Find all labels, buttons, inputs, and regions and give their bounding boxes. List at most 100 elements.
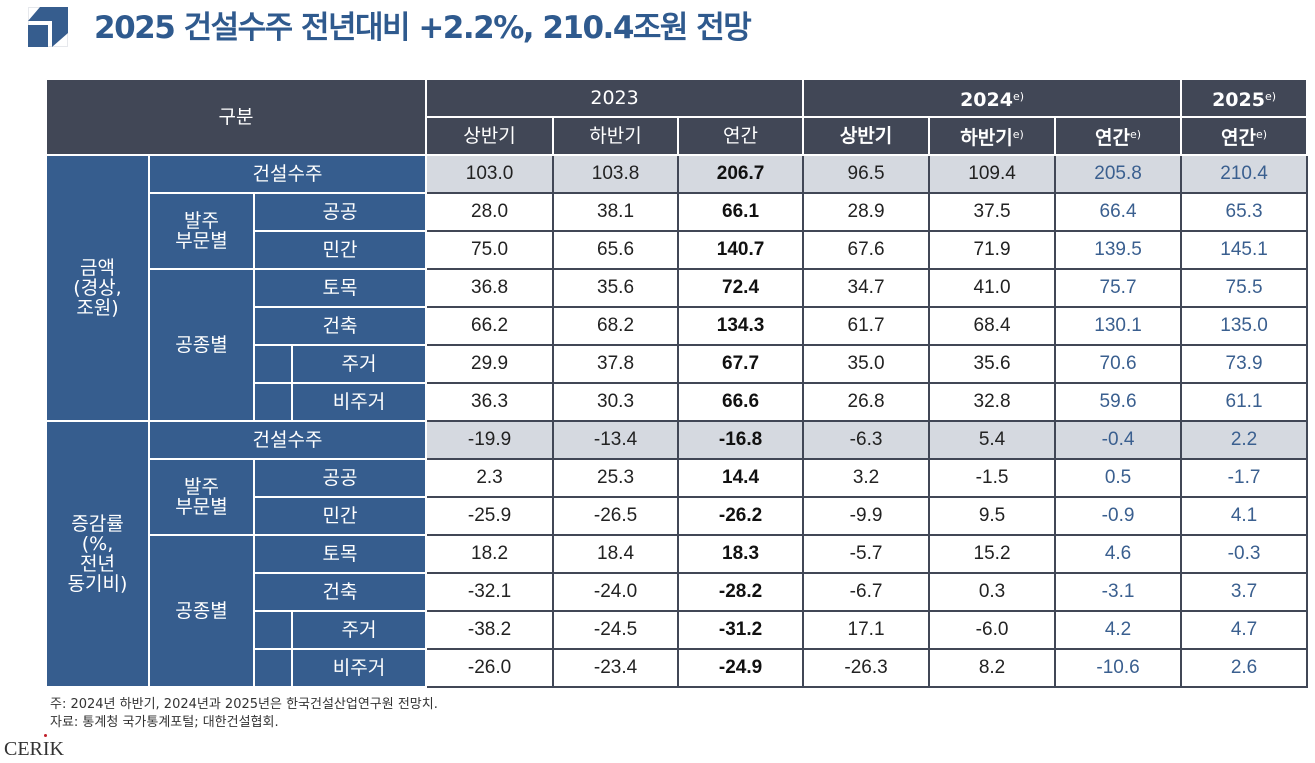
footnote-note: 주: 2024년 하반기, 2024년과 2025년은 한국건설산업연구원 전망… xyxy=(50,697,438,712)
value-cell: 3.7 xyxy=(1180,573,1309,612)
section-label: 증감률 (%, 전년 동기비) xyxy=(45,420,150,688)
table-row: 주거 29.9 37.8 67.7 35.0 35.6 70.6 73.9 xyxy=(46,344,1309,384)
value-cell: -32.1 xyxy=(425,573,555,612)
value-cell: 75.7 xyxy=(1054,269,1183,308)
value-cell: -38.2 xyxy=(425,611,555,650)
row-label: 건설수주 xyxy=(147,420,428,460)
value-cell: 103.0 xyxy=(425,155,555,194)
value-cell: 30.3 xyxy=(552,383,680,422)
header-year-2023: 2023 xyxy=(425,78,805,118)
table-row: 공종별 토목 36.8 35.6 72.4 34.7 41.0 75.7 75.5 xyxy=(46,268,1309,422)
value-cell: 205.8 xyxy=(1054,155,1183,194)
value-cell: 68.2 xyxy=(552,307,680,346)
indent-cell xyxy=(253,382,293,422)
value-cell: 72.4 xyxy=(677,269,805,308)
value-cell: 28.0 xyxy=(425,193,555,232)
value-cell: 4.6 xyxy=(1054,535,1183,574)
value-cell: 4.7 xyxy=(1180,611,1309,650)
value-cell: 61.1 xyxy=(1180,383,1309,422)
value-cell: -13.4 xyxy=(552,421,680,460)
value-cell: -5.7 xyxy=(802,535,931,574)
value-cell: 3.2 xyxy=(802,459,931,498)
value-cell: 134.3 xyxy=(677,307,805,346)
value-cell: 2.2 xyxy=(1180,421,1309,460)
value-cell: 8.2 xyxy=(928,649,1057,688)
value-cell: 145.1 xyxy=(1180,231,1309,270)
value-cell: 0.3 xyxy=(928,573,1057,612)
header-period: 하반기 xyxy=(552,116,680,156)
value-cell: 32.8 xyxy=(928,383,1057,422)
value-cell: -26.5 xyxy=(552,497,680,536)
value-cell: 103.8 xyxy=(552,155,680,194)
logo-arrow-icon xyxy=(28,7,68,47)
value-cell: 17.1 xyxy=(802,611,931,650)
value-cell: 66.1 xyxy=(677,193,805,232)
header-period: 상반기 xyxy=(802,116,931,156)
header-year-2025: 2025e) xyxy=(1180,78,1309,118)
value-cell: 26.8 xyxy=(802,383,931,422)
value-cell: -28.2 xyxy=(677,573,805,612)
page-title: 2025 건설수주 전년대비 +2.2%, 210.4조원 전망 xyxy=(94,10,752,46)
header-period: 연간 xyxy=(677,116,805,156)
value-cell: -1.5 xyxy=(928,459,1057,498)
value-cell: 4.2 xyxy=(1054,611,1183,650)
indent-cell xyxy=(253,648,293,688)
value-cell: 210.4 xyxy=(1180,155,1309,194)
value-cell: -1.7 xyxy=(1180,459,1309,498)
value-cell: 61.7 xyxy=(802,307,931,346)
value-cell: 35.0 xyxy=(802,345,931,384)
row-label: 비주거 xyxy=(290,648,428,688)
value-cell: 75.0 xyxy=(425,231,555,270)
value-cell: -24.5 xyxy=(552,611,680,650)
value-cell: -10.6 xyxy=(1054,649,1183,688)
value-cell: 37.8 xyxy=(552,345,680,384)
value-cell: 2.3 xyxy=(425,459,555,498)
value-cell: 34.7 xyxy=(802,269,931,308)
value-cell: -26.0 xyxy=(425,649,555,688)
row-label: 토목 xyxy=(252,268,428,308)
value-cell: -16.8 xyxy=(677,421,805,460)
row-label: 공공 xyxy=(252,192,428,232)
value-cell: 66.4 xyxy=(1054,193,1183,232)
value-cell: 14.4 xyxy=(677,459,805,498)
row-label: 비주거 xyxy=(290,382,428,422)
value-cell: 140.7 xyxy=(677,231,805,270)
value-cell: 59.6 xyxy=(1054,383,1183,422)
value-cell: -6.0 xyxy=(928,611,1057,650)
value-cell: 15.2 xyxy=(928,535,1057,574)
value-cell: 206.7 xyxy=(677,155,805,194)
header-category: 구분 xyxy=(44,78,428,156)
value-cell: 25.3 xyxy=(552,459,680,498)
group-label-type: 공종별 xyxy=(148,534,255,688)
value-cell: 9.5 xyxy=(928,497,1057,536)
value-cell: 37.5 xyxy=(928,193,1057,232)
value-cell: 65.3 xyxy=(1180,193,1309,232)
value-cell: 18.3 xyxy=(677,535,805,574)
value-cell: -24.0 xyxy=(552,573,680,612)
row-label: 주거 xyxy=(290,344,428,384)
value-cell: -19.9 xyxy=(425,421,555,460)
value-cell: 73.9 xyxy=(1180,345,1309,384)
value-cell: 2.6 xyxy=(1180,649,1309,688)
section-label: 금액 (경상, 조원) xyxy=(45,154,150,422)
header-period: 연간e) xyxy=(1180,116,1309,156)
row-label: 공공 xyxy=(252,458,428,498)
value-cell: -26.3 xyxy=(802,649,931,688)
table-row: 비주거 36.3 30.3 66.6 26.8 32.8 59.6 61.1 xyxy=(46,382,1309,422)
value-cell: 96.5 xyxy=(802,155,931,194)
group-label-order: 발주 부문별 xyxy=(148,458,255,536)
value-cell: -31.2 xyxy=(677,611,805,650)
header-year-2024: 2024e) xyxy=(802,78,1183,118)
value-cell: 36.3 xyxy=(425,383,555,422)
value-cell: 65.6 xyxy=(552,231,680,270)
value-cell: 41.0 xyxy=(928,269,1057,308)
construction-orders-table: 구분 2023 2024e) 2025e) 상반기 하반기 연간 상반기 하반기e) 연간… xyxy=(44,78,1309,688)
value-cell: -9.9 xyxy=(802,497,931,536)
indent-cell xyxy=(253,344,293,384)
value-cell: 35.6 xyxy=(928,345,1057,384)
value-cell: 135.0 xyxy=(1180,307,1309,346)
value-cell: 66.6 xyxy=(677,383,805,422)
row-label: 주거 xyxy=(290,610,428,650)
value-cell: 36.8 xyxy=(425,269,555,308)
header-period: 연간e) xyxy=(1054,116,1183,156)
